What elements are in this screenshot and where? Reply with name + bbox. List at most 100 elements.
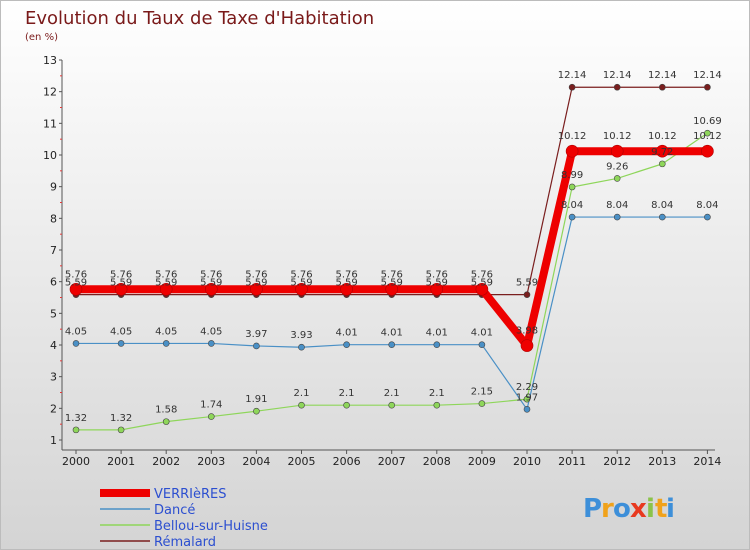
data-point	[385, 282, 399, 296]
y-tick-label: 5	[50, 307, 57, 320]
data-label: 8.99	[561, 170, 583, 181]
x-tick-label: 2006	[333, 455, 361, 468]
data-label: 10.12	[648, 131, 677, 142]
data-label: 5.76	[155, 269, 177, 280]
data-point	[704, 129, 711, 137]
data-point	[159, 282, 173, 296]
data-point	[478, 400, 486, 407]
proxiti-logo: Pr o x i ti	[583, 494, 675, 524]
data-point	[250, 282, 263, 296]
logo-letter: i	[646, 494, 655, 524]
y-tick-label: 10	[43, 149, 57, 162]
data-label: 5.76	[245, 269, 267, 280]
data-point	[433, 341, 441, 348]
data-label: 2.29	[516, 382, 538, 393]
data-label: 5.59	[381, 278, 403, 289]
data-label: 5.59	[516, 278, 538, 289]
data-point	[208, 413, 215, 420]
data-label: 4.05	[110, 326, 132, 337]
data-label: 4.01	[426, 328, 448, 339]
data-label: 10.12	[603, 131, 632, 142]
legend-label: Dancé	[154, 503, 195, 518]
x-tick-label: 2009	[468, 455, 496, 468]
data-point	[523, 405, 531, 413]
data-label: 5.59	[245, 278, 267, 289]
data-label: 5.59	[290, 278, 312, 289]
data-point	[704, 213, 711, 221]
legend-item: VERRIèRES	[100, 487, 227, 502]
data-point	[117, 340, 125, 347]
data-label: 1.74	[200, 400, 222, 411]
data-label: 5.76	[335, 269, 357, 280]
data-point	[475, 282, 489, 296]
data-point	[72, 426, 80, 434]
data-point	[523, 395, 531, 403]
data-point	[388, 341, 396, 348]
data-label: 5.59	[426, 278, 448, 289]
data-label: 2.1	[429, 388, 445, 399]
data-point	[658, 83, 666, 91]
data-label: 12.14	[558, 70, 587, 81]
data-label: 10.69	[693, 116, 722, 127]
data-label: 4.05	[155, 326, 177, 337]
data-label: 12.14	[693, 70, 722, 81]
x-tick-label: 2001	[107, 455, 135, 468]
data-label: 5.59	[200, 278, 222, 289]
data-label: 8.04	[696, 200, 718, 211]
data-point	[523, 291, 531, 298]
x-tick-label: 2002	[152, 455, 180, 468]
data-label: 10.12	[693, 131, 722, 142]
data-point	[162, 418, 170, 425]
logo-letter: P	[583, 494, 602, 524]
data-label: 3.98	[516, 326, 538, 337]
data-point	[343, 401, 350, 409]
data-point	[568, 83, 576, 91]
data-label: 5.59	[335, 278, 357, 289]
x-tick-label: 2011	[558, 455, 586, 468]
data-point	[253, 342, 260, 350]
y-tick-label: 2	[50, 402, 57, 415]
x-tick-label: 2008	[423, 455, 451, 468]
data-label: 5.59	[155, 278, 177, 289]
data-label: 5.76	[426, 269, 448, 280]
logo-letter: r	[601, 494, 614, 524]
data-label: 4.01	[381, 328, 403, 339]
data-point	[72, 340, 80, 347]
data-point	[613, 175, 621, 182]
y-tick-label: 8	[50, 212, 57, 225]
y-tick-label: 7	[50, 244, 57, 257]
data-label: 1.97	[516, 392, 538, 403]
data-point	[205, 282, 218, 296]
data-label: 12.14	[648, 70, 677, 81]
legend-label: VERRIèRES	[154, 487, 227, 502]
data-point	[388, 401, 396, 409]
x-tick-label: 2004	[242, 455, 270, 468]
y-tick-label: 12	[43, 86, 57, 99]
data-labels: 5.59 5.59 5.59 5.59 5.59 5.59 5.59 5.59 5.59 5.59…	[65, 70, 722, 424]
data-label: 1.32	[65, 413, 87, 424]
legend-item: Bellou-sur-Huisne	[100, 519, 268, 534]
data-label: 4.01	[471, 328, 493, 339]
x-tick-label: 2005	[288, 455, 316, 468]
y-tick-label: 9	[50, 181, 57, 194]
y-tick-label: 13	[43, 54, 57, 67]
series-danc-	[72, 213, 711, 413]
data-label: 5.76	[65, 269, 87, 280]
data-label: 9.26	[606, 161, 628, 172]
series-bellou-sur-huisne	[72, 129, 711, 434]
logo-letter: o	[613, 494, 631, 524]
data-label: 2.1	[339, 388, 355, 399]
data-label: 2.1	[294, 388, 310, 399]
data-point	[568, 213, 576, 221]
data-point	[613, 83, 621, 91]
y-tick-label: 6	[50, 276, 57, 289]
x-tick-label: 2013	[648, 455, 676, 468]
x-tick-label: 2003	[197, 455, 225, 468]
data-point	[298, 343, 305, 351]
data-label: 5.76	[110, 269, 132, 280]
y-tick-label: 1	[50, 434, 57, 447]
data-label: 5.76	[471, 269, 493, 280]
